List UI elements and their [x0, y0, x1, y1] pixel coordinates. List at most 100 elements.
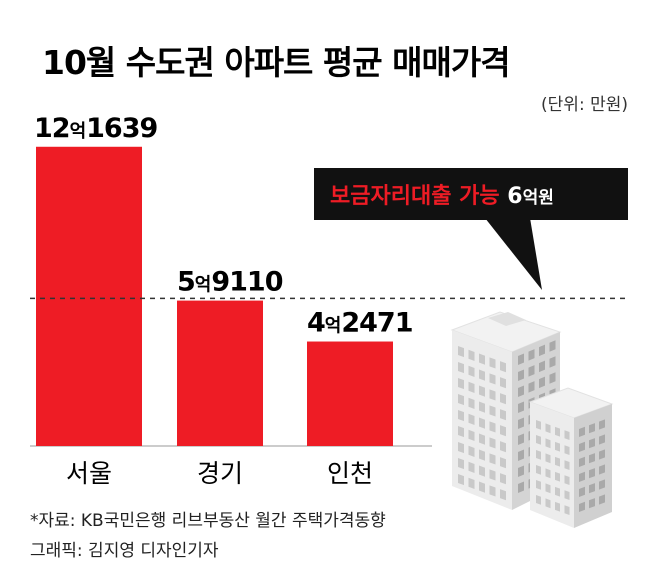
window	[468, 365, 475, 377]
window	[599, 464, 605, 475]
window	[579, 426, 585, 437]
window	[479, 369, 485, 381]
bar-3	[307, 341, 393, 446]
window	[555, 426, 560, 437]
window	[458, 474, 464, 486]
window	[479, 465, 485, 477]
window	[528, 349, 535, 361]
window	[500, 425, 506, 437]
window	[500, 361, 506, 373]
window	[500, 457, 506, 469]
window	[458, 378, 464, 390]
window	[564, 490, 570, 501]
category-label-1: 서울	[66, 459, 112, 488]
value-labels: 12억1639 5억9110 4억2471	[34, 113, 414, 339]
window	[539, 376, 545, 389]
window	[500, 409, 506, 421]
window	[468, 477, 475, 489]
callout-label-unit: 억원	[523, 188, 554, 208]
callout-label-num: 6	[507, 184, 522, 209]
window	[545, 468, 551, 479]
window	[536, 435, 541, 445]
window	[579, 441, 585, 452]
value-label-3: 4억2471	[307, 308, 413, 339]
window	[555, 456, 560, 467]
window	[564, 505, 570, 516]
window	[599, 449, 605, 460]
window	[545, 438, 551, 449]
window	[489, 389, 496, 401]
window	[579, 471, 585, 482]
window	[458, 394, 464, 406]
window	[489, 373, 496, 385]
window	[555, 486, 560, 497]
window	[489, 357, 496, 369]
window	[479, 401, 485, 413]
window	[579, 501, 585, 512]
window	[528, 381, 535, 393]
window	[536, 450, 541, 460]
credit-note: 그래픽: 김지영 디자인기자	[30, 541, 219, 561]
window	[518, 465, 524, 477]
bars	[36, 146, 393, 446]
window	[545, 423, 551, 434]
bar-2	[177, 300, 263, 446]
window	[564, 430, 570, 441]
value-label-2: 5억9110	[177, 267, 283, 298]
window	[579, 456, 585, 467]
window	[555, 501, 560, 512]
window	[518, 449, 524, 461]
window	[458, 410, 464, 422]
category-label-2: 경기	[197, 459, 243, 488]
window	[545, 483, 551, 494]
window	[518, 401, 524, 413]
window	[458, 442, 464, 454]
chart-title: 10월 수도권 아파트 평균 매매가격	[42, 43, 510, 82]
category-label-3: 인천	[327, 459, 373, 488]
window	[545, 498, 551, 509]
window	[500, 473, 506, 485]
window	[479, 433, 485, 445]
window	[468, 397, 475, 409]
category-labels: 서울 경기 인천	[66, 459, 373, 488]
window	[489, 469, 496, 481]
window	[589, 438, 595, 449]
window	[599, 494, 605, 505]
window	[564, 445, 570, 456]
bar-1	[36, 146, 142, 446]
window	[549, 340, 556, 352]
value-label-1: 12억1639	[34, 113, 158, 144]
window	[536, 480, 541, 490]
window	[500, 393, 506, 405]
window	[589, 468, 595, 479]
callout-box	[314, 168, 628, 220]
window	[555, 441, 560, 452]
window	[518, 481, 524, 493]
window	[536, 495, 541, 505]
window	[599, 434, 605, 445]
callout: 보금자리대출 가능 6억원	[314, 168, 628, 290]
window	[564, 460, 570, 471]
window	[539, 360, 545, 373]
window	[579, 486, 585, 497]
window	[589, 483, 595, 494]
window	[458, 362, 464, 374]
window	[589, 453, 595, 464]
window	[518, 369, 524, 381]
window	[589, 498, 595, 509]
callout-label: 보금자리대출 가능 6억원	[330, 184, 554, 209]
source-note: *자료: KB국민은행 리브부동산 월간 주택가격동향	[30, 511, 386, 531]
apartment-buildings-illustration	[450, 311, 614, 528]
window	[479, 385, 485, 397]
window	[518, 353, 524, 365]
callout-pointer	[485, 218, 542, 290]
window	[589, 423, 595, 434]
window	[489, 421, 496, 433]
window	[518, 385, 524, 397]
window	[489, 485, 496, 497]
window	[518, 433, 524, 445]
window	[479, 481, 485, 493]
callout-label-main: 보금자리대출 가능	[330, 184, 507, 209]
window	[545, 453, 551, 464]
